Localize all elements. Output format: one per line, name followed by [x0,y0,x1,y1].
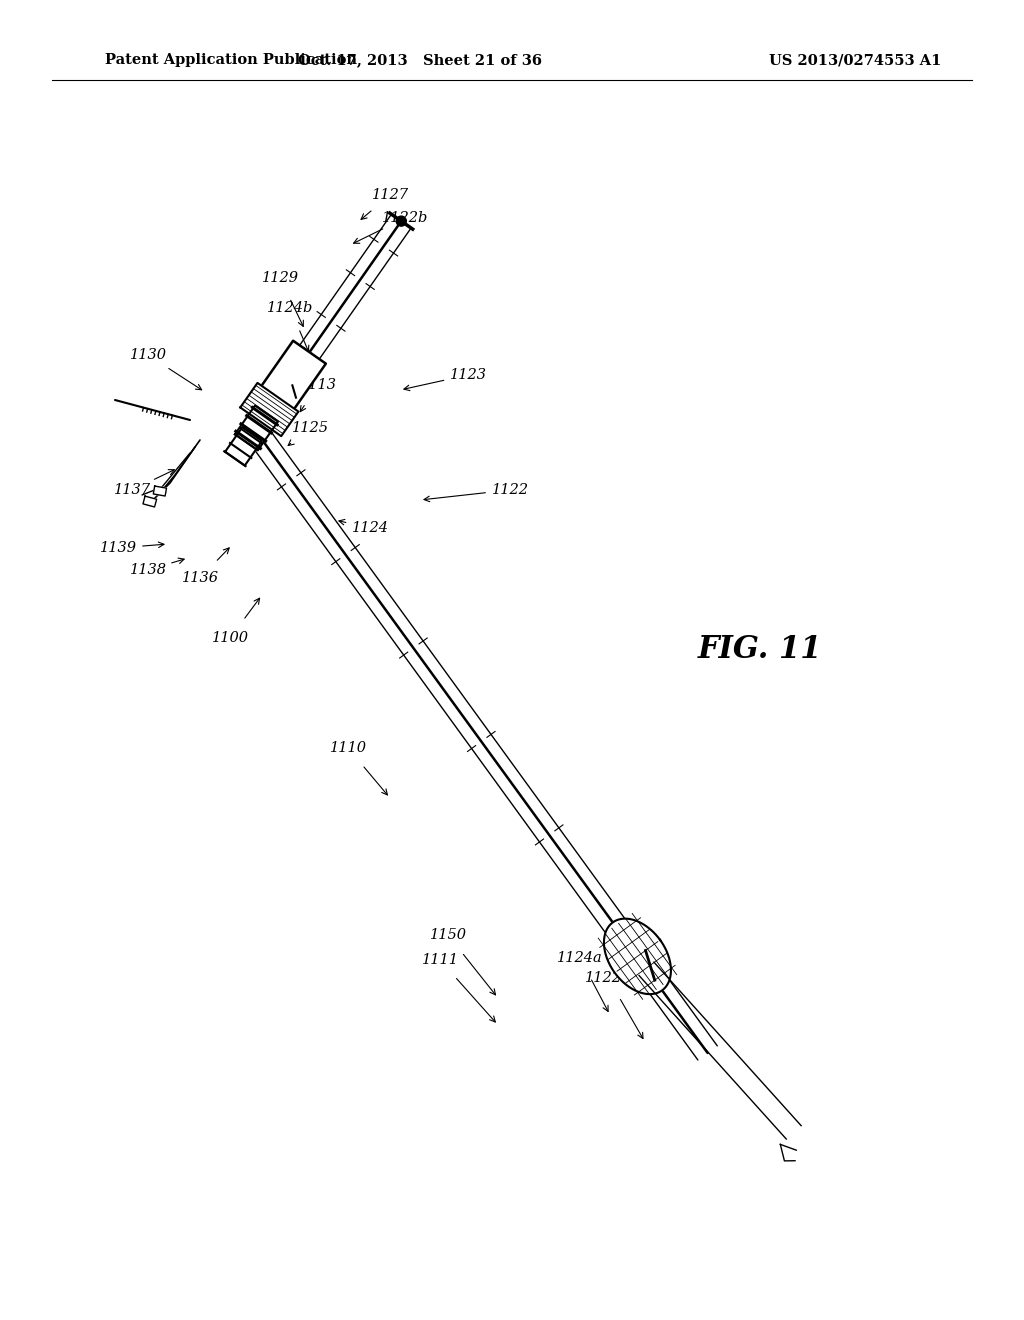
Text: 1125: 1125 [292,421,329,436]
Text: 1124a: 1124a [557,950,603,965]
Text: 1124b: 1124b [267,301,313,315]
Polygon shape [143,496,157,507]
Text: 1100: 1100 [212,631,249,645]
Text: 1138: 1138 [129,564,167,577]
Polygon shape [234,405,278,450]
Polygon shape [250,341,326,425]
Text: 1130: 1130 [129,348,167,362]
Text: 1111: 1111 [422,953,459,968]
Text: 1150: 1150 [429,928,467,942]
Polygon shape [154,486,167,496]
Text: 1123: 1123 [450,368,486,381]
Polygon shape [241,383,298,436]
Polygon shape [604,919,671,994]
Text: 1137: 1137 [114,483,151,498]
Text: Patent Application Publication: Patent Application Publication [105,53,357,67]
Text: 1110: 1110 [330,741,367,755]
Text: 1136: 1136 [181,572,218,585]
Text: 1113: 1113 [299,378,337,392]
Text: 1122b: 1122b [382,211,428,224]
Text: 1124: 1124 [351,521,388,535]
Polygon shape [225,428,262,466]
Circle shape [396,216,407,226]
Text: 1139: 1139 [99,541,136,554]
Text: 1122: 1122 [492,483,528,498]
Text: 1127: 1127 [372,187,409,202]
Text: 1129: 1129 [261,271,299,285]
Text: 1122a: 1122a [585,972,631,985]
Text: Oct. 17, 2013   Sheet 21 of 36: Oct. 17, 2013 Sheet 21 of 36 [298,53,542,67]
Text: FIG. 11: FIG. 11 [697,635,822,665]
Text: US 2013/0274553 A1: US 2013/0274553 A1 [769,53,941,67]
